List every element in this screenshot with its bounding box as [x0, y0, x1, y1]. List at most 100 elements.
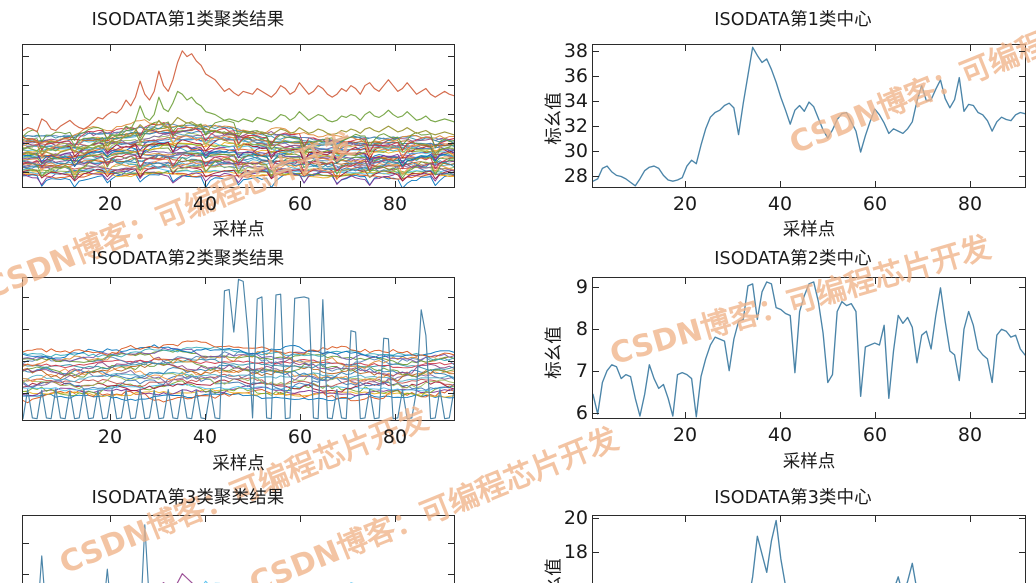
y-tick-right: [1019, 76, 1025, 78]
y-tick-right: [1019, 126, 1025, 128]
x-tick-top: [300, 278, 302, 284]
axes-frame: [592, 515, 1026, 583]
x-tick-label: 80: [382, 426, 408, 448]
y-tick: [593, 552, 599, 554]
x-tick-top: [300, 516, 302, 522]
y-tick-label: 18: [563, 541, 588, 563]
x-tick: [780, 412, 782, 418]
subplot-cluster3-members: ISODATA第3类聚类结果 40 30: [0, 484, 456, 583]
y-tick-label: 28: [563, 165, 588, 187]
y-tick: [23, 361, 29, 363]
x-tick-top: [205, 516, 207, 522]
subplot-cluster3-center: ISODATA第3类中心 标幺值 20 18: [530, 484, 1036, 583]
y-tick-right: [448, 297, 454, 299]
x-tick: [300, 414, 302, 420]
y-tick: [23, 172, 29, 174]
x-tick: [395, 181, 397, 187]
subplot-title: ISODATA第1类聚类结果: [91, 10, 285, 30]
x-tick-top: [970, 278, 972, 284]
x-tick-label: 40: [767, 424, 793, 446]
subplot-title: ISODATA第2类中心: [714, 249, 872, 269]
y-tick-right: [448, 85, 454, 87]
x-tick-top: [685, 516, 687, 522]
y-tick-label: 36: [563, 65, 588, 87]
y-tick: [23, 143, 29, 145]
x-tick: [780, 181, 782, 187]
y-tick-right: [1019, 176, 1025, 178]
y-tick-right: [448, 361, 454, 363]
x-tick-label: 20: [97, 193, 123, 215]
y-tick-right: [1019, 329, 1025, 331]
y-tick-label: 34: [563, 90, 588, 112]
x-tick-top: [970, 45, 972, 51]
x-tick-top: [875, 516, 877, 522]
x-tick-label: 40: [192, 193, 218, 215]
y-tick-label: 20: [563, 507, 588, 529]
y-tick-right: [1019, 287, 1025, 289]
y-tick-right: [1019, 552, 1025, 554]
plot-area: [23, 516, 454, 583]
subplot-title: ISODATA第1类中心: [714, 10, 872, 30]
y-tick-right: [1019, 51, 1025, 53]
x-tick-label: 60: [287, 426, 313, 448]
y-tick-right: [1019, 518, 1025, 520]
x-axis-label: 采样点: [212, 454, 265, 474]
y-tick-label: 7: [575, 360, 588, 382]
x-tick-label: 80: [957, 424, 983, 446]
x-tick-label: 40: [192, 426, 218, 448]
y-tick: [593, 413, 599, 415]
x-tick-label: 40: [767, 193, 793, 215]
x-tick-label: 20: [97, 426, 123, 448]
x-tick-top: [875, 278, 877, 284]
x-tick-top: [685, 278, 687, 284]
y-tick-right: [448, 56, 454, 58]
x-tick-top: [300, 45, 302, 51]
y-tick: [23, 393, 29, 395]
y-tick: [593, 176, 599, 178]
y-tick: [23, 85, 29, 87]
series-canvas: [23, 50, 454, 187]
y-tick: [23, 56, 29, 58]
subplot-title: ISODATA第3类中心: [714, 488, 872, 508]
x-tick-top: [110, 45, 112, 51]
y-tick-label: 30: [563, 140, 588, 162]
x-tick: [205, 414, 207, 420]
x-tick-top: [205, 45, 207, 51]
y-tick: [593, 151, 599, 153]
plot-area: [593, 278, 1025, 418]
x-tick: [685, 412, 687, 418]
x-tick-label: 60: [862, 193, 888, 215]
series-canvas: [23, 278, 454, 420]
plot-area: [593, 45, 1025, 187]
series-canvas: [750, 519, 917, 583]
plot-area: [593, 516, 1025, 583]
x-tick-label: 60: [287, 193, 313, 215]
plot-area: [23, 278, 454, 420]
y-tick-right: [448, 172, 454, 174]
x-tick-label: 20: [672, 193, 698, 215]
axes-frame: [592, 277, 1026, 419]
subplot-title: ISODATA第2类聚类结果: [91, 249, 285, 269]
x-tick-top: [685, 45, 687, 51]
x-tick: [875, 412, 877, 418]
y-tick-label: 32: [563, 115, 588, 137]
y-tick-right: [1019, 413, 1025, 415]
x-tick-label: 80: [957, 193, 983, 215]
x-tick-top: [110, 278, 112, 284]
y-tick-right: [448, 574, 454, 576]
x-tick: [110, 414, 112, 420]
x-axis-label: 采样点: [212, 220, 265, 240]
x-tick: [300, 181, 302, 187]
x-tick: [970, 412, 972, 418]
y-tick-right: [1019, 371, 1025, 373]
subplot-cluster1-members: ISODATA第1类聚类结果 100 80 60 40 20: [0, 6, 456, 240]
x-tick: [875, 181, 877, 187]
y-tick: [593, 76, 599, 78]
y-tick: [593, 329, 599, 331]
y-tick-right: [448, 329, 454, 331]
y-tick-right: [1019, 101, 1025, 103]
y-tick-right: [448, 114, 454, 116]
x-axis-label: 采样点: [782, 452, 836, 472]
x-tick-top: [395, 45, 397, 51]
